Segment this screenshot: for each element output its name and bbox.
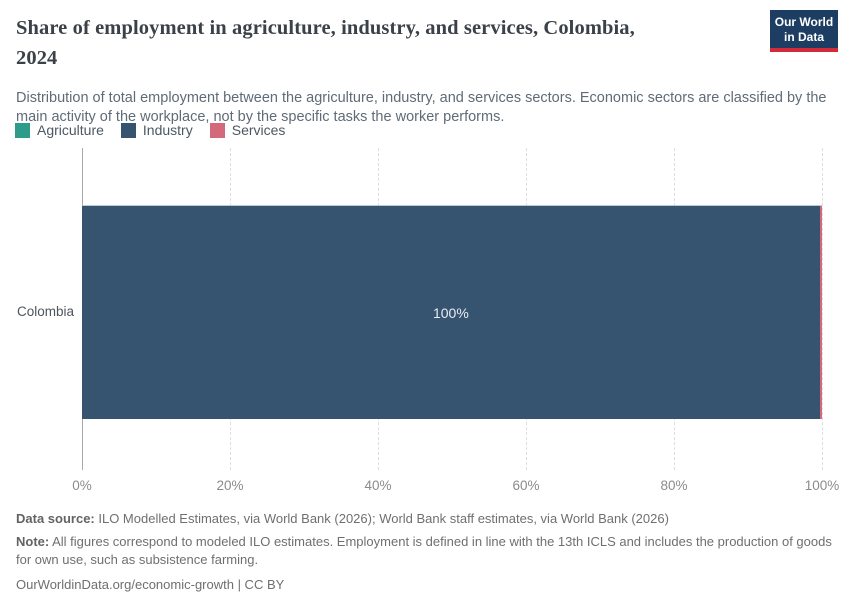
legend-swatch-services [209, 122, 225, 138]
legend-label-industry: Industry [142, 122, 193, 138]
note-label: Note: [16, 533, 50, 549]
owid-logo-line2: in Data [783, 29, 824, 44]
legend-swatch-agriculture [15, 122, 30, 138]
legend-label-agriculture: Agriculture [37, 122, 104, 138]
legend-swatch-industry [120, 122, 136, 138]
chart-subtitle: Distribution of total employment between… [16, 90, 827, 125]
bar-value-label: 100% [432, 304, 469, 321]
datasource-label: Data source: [16, 511, 95, 526]
note-text: All figures correspond to modeled ILO es… [16, 533, 832, 568]
owid-logo-line1: Our World [774, 15, 834, 29]
y-axis-category-label: Colombia [16, 304, 74, 319]
plot-area: 0% 20% 40% 60% 80% 100% 100% [72, 148, 839, 493]
note-line: Note: All figures correspond to modeled … [16, 533, 836, 570]
legend-item-services[interactable]: Services [209, 122, 286, 138]
legend-item-agriculture[interactable]: Agriculture [15, 122, 104, 138]
legend-label-services: Services [231, 122, 286, 138]
x-tick-label-40%: 40% [364, 478, 392, 493]
x-tick-label-80%: 80% [660, 478, 688, 493]
gridline-100% [822, 148, 823, 470]
x-tick-label-20%: 20% [216, 478, 244, 493]
bar-colombia[interactable]: 100% [82, 205, 822, 419]
x-tick-label-100%: 100% [804, 478, 840, 493]
datasource-text: ILO Modelled Estimates, via World Bank (… [94, 511, 669, 526]
chart-title-line2: 2024 [16, 47, 58, 69]
bar-segment-services[interactable] [819, 206, 822, 419]
datasource-line: Data source: ILO Modelled Estimates, via… [16, 510, 836, 529]
legend-item-industry[interactable]: Industry [120, 122, 193, 138]
footer: Data source: ILO Modelled Estimates, via… [16, 510, 836, 594]
chart-title-line1: Share of employment in agriculture, indu… [16, 17, 635, 39]
x-tick-label-60%: 60% [512, 478, 540, 493]
legend: Agriculture Industry Services [15, 122, 285, 138]
bar-segment-industry[interactable]: 100% [82, 206, 820, 419]
footer-url[interactable]: OurWorldinData.org/economic-growth | CC … [16, 576, 285, 592]
owid-logo[interactable]: Our World in Data [770, 10, 838, 52]
chart-title: Share of employment in agriculture, indu… [16, 13, 756, 73]
x-tick-label-0%: 0% [72, 478, 92, 493]
